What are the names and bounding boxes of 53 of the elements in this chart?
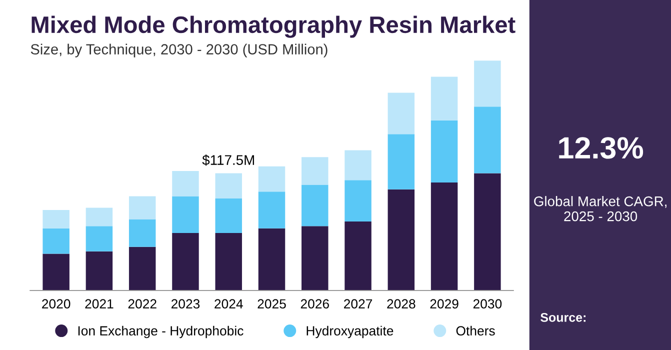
bar: [172, 196, 199, 234]
bar: [42, 228, 70, 254]
x-tick-label: 2025: [258, 299, 286, 309]
legend-label: Others: [456, 326, 495, 336]
bar: [128, 246, 156, 290]
x-tick-label: 2021: [85, 299, 114, 309]
bar: [302, 226, 328, 290]
bar: [344, 222, 372, 290]
x-tick-label: 2027: [344, 299, 372, 309]
bar: [258, 228, 286, 290]
bar: [474, 60, 501, 107]
bar: [86, 226, 113, 252]
legend-label: Ion Exchange - Hydrophobic: [78, 326, 244, 338]
bar: [215, 233, 242, 290]
bar: [430, 76, 458, 120]
x-tick-label: 2026: [300, 299, 329, 309]
bar: [86, 251, 113, 290]
bar: [86, 208, 113, 226]
x-tick-label: 2022: [128, 299, 156, 309]
bar: [474, 106, 501, 174]
bar: [430, 182, 458, 290]
bar: [344, 150, 372, 180]
bar: [258, 166, 286, 192]
bar: [128, 196, 156, 220]
bar: [42, 254, 70, 290]
source-note: Source:: [540, 313, 586, 322]
bar: [172, 233, 199, 290]
bar: [388, 92, 415, 134]
x-tick-label: 2030: [473, 299, 502, 309]
chart-title: Mixed Mode Chromatography Resin Market: [32, 16, 516, 38]
bar: [302, 184, 328, 226]
bar: [388, 189, 415, 290]
x-tick-label: 2029: [430, 299, 458, 309]
bar: [42, 210, 70, 228]
bar: [430, 120, 458, 182]
bar: [474, 173, 501, 290]
bar: [388, 134, 415, 190]
legend-label: Hydroxyapatite: [306, 326, 394, 338]
text: Global Market CAGR, 2025 - 2030: [534, 196, 666, 222]
bar: [344, 180, 372, 222]
chart-subtitle: Size, by Technique, 2030 - 2030 (USD Million): [30, 44, 328, 58]
text: 12.3%: [559, 137, 644, 159]
x-tick-label: 2020: [42, 299, 70, 309]
x-tick-label: 2028: [387, 299, 416, 309]
x-tick-label: 2024: [214, 299, 243, 309]
bar: [302, 157, 328, 185]
annotation: $117.5M: [202, 154, 254, 166]
bar: [128, 219, 156, 247]
bar: [258, 192, 286, 228]
bar: [215, 198, 242, 234]
bar: [172, 170, 199, 196]
bar: [215, 173, 242, 199]
x-tick-label: 2023: [171, 299, 200, 309]
